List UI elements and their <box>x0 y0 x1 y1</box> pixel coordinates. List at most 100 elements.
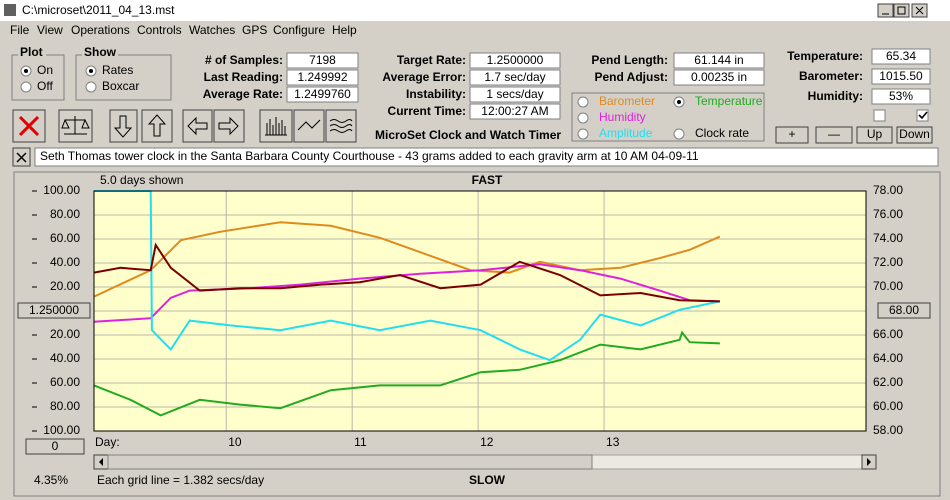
scroll-thumb[interactable] <box>107 454 593 470</box>
y2-tick-label: 62.00 <box>873 375 903 389</box>
legend-label[interactable]: Amplitude <box>599 126 653 140</box>
reference-box[interactable] <box>17 302 91 319</box>
radio[interactable] <box>577 128 589 140</box>
radio[interactable] <box>673 128 685 140</box>
y2-tick-label: 76.00 <box>873 207 903 221</box>
field-label: Instability: <box>406 87 466 101</box>
menu-item[interactable]: File <box>10 23 30 37</box>
field-value: 53% <box>889 89 913 103</box>
radio-dot <box>89 69 93 73</box>
note: Seth Thomas tower clock in the Santa Bar… <box>40 149 699 163</box>
tool-button[interactable] <box>293 109 325 143</box>
maximize[interactable] <box>893 3 910 18</box>
field-box[interactable] <box>469 69 561 86</box>
field-box[interactable] <box>286 69 359 86</box>
menu-item[interactable]: GPS <box>242 23 267 37</box>
field-value: 12:00:27 AM <box>481 104 548 118</box>
field-value: 1.7 sec/day <box>484 70 545 84</box>
menu-item[interactable]: Configure <box>273 23 325 37</box>
radio[interactable] <box>577 112 589 124</box>
offset: 0 <box>52 439 59 453</box>
legend-label[interactable]: Humidity <box>599 110 646 124</box>
field-value: 65.34 <box>886 49 916 63</box>
field-box[interactable] <box>673 52 765 69</box>
y2-tick-label: 74.00 <box>873 231 903 245</box>
percent: 4.35% <box>34 473 68 487</box>
field-value: 7198 <box>309 53 336 67</box>
plot-frame <box>93 190 867 432</box>
field-box[interactable] <box>871 68 931 85</box>
button-label: + <box>788 127 795 141</box>
y2-tick-label: 60.00 <box>873 399 903 413</box>
note-box[interactable] <box>34 147 939 167</box>
field-label: Temperature: <box>787 49 863 63</box>
show-group <box>75 54 172 101</box>
field-box[interactable] <box>469 103 561 120</box>
field-box[interactable] <box>469 52 561 69</box>
icon <box>16 152 27 163</box>
button[interactable] <box>775 126 809 144</box>
tool-button[interactable] <box>325 109 357 143</box>
radio-label: On <box>37 63 53 77</box>
group-gap <box>82 47 118 59</box>
series-line <box>93 242 720 303</box>
field-box[interactable] <box>286 52 359 69</box>
tool-button[interactable] <box>109 109 138 143</box>
y-tick-label: 60.00 <box>50 231 80 245</box>
y-tick-label: 40.00 <box>50 255 80 269</box>
field-box[interactable] <box>469 86 561 103</box>
y2-tick-label: 68.00 <box>889 303 919 317</box>
icon <box>187 116 208 136</box>
legend-label[interactable]: Clock rate <box>695 126 749 140</box>
minimize[interactable] <box>877 3 894 18</box>
button-label: — <box>828 127 840 141</box>
y-tick-label: 40.00 <box>50 351 80 365</box>
field-label: Average Error: <box>382 70 466 84</box>
field-box[interactable] <box>673 69 765 86</box>
menu-item[interactable]: Watches <box>189 23 235 37</box>
legend-label[interactable]: Barometer <box>599 94 655 108</box>
icon <box>218 116 239 136</box>
checkbox[interactable] <box>916 109 929 122</box>
y-tick-label: 80.00 <box>50 399 80 413</box>
offset-button[interactable] <box>25 438 85 455</box>
y-tick-label: 60.00 <box>50 375 80 389</box>
field-label: Barometer: <box>799 69 863 83</box>
button[interactable] <box>856 126 893 144</box>
menu-bar: File View Operations Controls Watches GPS Conf… <box>10 23 357 37</box>
field-box[interactable] <box>871 88 931 105</box>
radio-dot <box>677 100 681 104</box>
window-title: C:\microset\2011_04_13.mst <box>22 3 175 17</box>
y-tick-label: 100.00 <box>43 183 80 197</box>
radio[interactable] <box>577 96 589 108</box>
field-label: # of Samples: <box>205 53 283 67</box>
group-title: Show <box>84 45 117 59</box>
series-selector <box>571 92 765 142</box>
checkbox[interactable] <box>873 109 886 122</box>
button-label: Up <box>867 127 883 141</box>
reference-box[interactable] <box>877 302 931 319</box>
button[interactable] <box>896 126 933 144</box>
check-mark <box>918 111 928 120</box>
x-tick-label: 13 <box>606 435 620 449</box>
legend-label[interactable]: Temperature <box>695 94 763 108</box>
field-value: 1.2499760 <box>294 87 351 101</box>
y-tick-label: 100.00 <box>43 423 80 437</box>
x-tick-label: 11 <box>354 435 367 449</box>
menu-item[interactable]: Operations <box>71 23 130 37</box>
button[interactable] <box>815 126 853 144</box>
field-box[interactable] <box>871 48 931 65</box>
toolbar <box>12 109 357 143</box>
radio[interactable] <box>20 81 32 93</box>
app-title: MicroSet Clock and Watch Timer <box>375 128 561 142</box>
radio[interactable] <box>85 81 97 93</box>
field-box[interactable] <box>286 86 359 103</box>
menu-item[interactable]: Help <box>332 23 357 37</box>
menu-item[interactable]: Controls <box>137 23 182 37</box>
x-tick-label: 10 <box>228 435 242 449</box>
icon <box>297 119 321 131</box>
radio-dot <box>24 69 28 73</box>
field-value: 1.249992 <box>297 70 347 84</box>
menu-item[interactable]: View <box>37 23 63 37</box>
